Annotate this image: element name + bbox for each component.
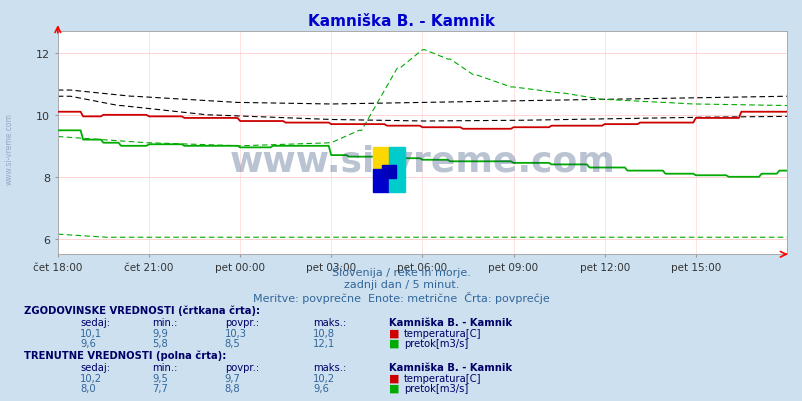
- Text: www.si-vreme.com: www.si-vreme.com: [5, 113, 14, 184]
- Text: 9,7: 9,7: [225, 373, 241, 383]
- Text: www.si-vreme.com: www.si-vreme.com: [229, 144, 614, 178]
- Text: Slovenija / reke in morje.: Slovenija / reke in morje.: [332, 268, 470, 277]
- Text: pretok[m3/s]: pretok[m3/s]: [403, 338, 468, 348]
- Text: ■: ■: [389, 338, 399, 348]
- Text: Kamniška B. - Kamnik: Kamniška B. - Kamnik: [389, 317, 512, 327]
- Text: TRENUTNE VREDNOSTI (polna črta):: TRENUTNE VREDNOSTI (polna črta):: [24, 350, 226, 360]
- Text: pretok[m3/s]: pretok[m3/s]: [403, 383, 468, 393]
- Text: Kamniška B. - Kamnik: Kamniška B. - Kamnik: [389, 362, 512, 372]
- Text: Meritve: povprečne  Enote: metrične  Črta: povprečje: Meritve: povprečne Enote: metrične Črta:…: [253, 292, 549, 304]
- Text: ■: ■: [389, 373, 399, 383]
- Text: 8,0: 8,0: [80, 383, 95, 393]
- Text: 12,1: 12,1: [313, 338, 335, 348]
- Text: zadnji dan / 5 minut.: zadnji dan / 5 minut.: [343, 280, 459, 290]
- Text: 10,2: 10,2: [80, 373, 103, 383]
- Bar: [388, 148, 404, 192]
- Bar: [381, 166, 395, 178]
- Text: ■: ■: [389, 383, 399, 393]
- Text: 8,5: 8,5: [225, 338, 241, 348]
- Text: 7,7: 7,7: [152, 383, 168, 393]
- Text: 10,8: 10,8: [313, 328, 334, 338]
- Text: 5,8: 5,8: [152, 338, 168, 348]
- Text: maks.:: maks.:: [313, 362, 346, 372]
- Text: temperatura[C]: temperatura[C]: [403, 373, 481, 383]
- Text: temperatura[C]: temperatura[C]: [403, 328, 481, 338]
- Text: sedaj:: sedaj:: [80, 317, 110, 327]
- Text: maks.:: maks.:: [313, 317, 346, 327]
- Text: 10,2: 10,2: [313, 373, 335, 383]
- Text: 9,6: 9,6: [80, 338, 96, 348]
- Text: ZGODOVINSKE VREDNOSTI (črtkana črta):: ZGODOVINSKE VREDNOSTI (črtkana črta):: [24, 304, 260, 315]
- Text: 10,1: 10,1: [80, 328, 103, 338]
- Text: 9,9: 9,9: [152, 328, 168, 338]
- Bar: [372, 170, 388, 192]
- Bar: [372, 148, 388, 170]
- Text: 8,8: 8,8: [225, 383, 240, 393]
- Text: min.:: min.:: [152, 362, 178, 372]
- Text: 9,6: 9,6: [313, 383, 329, 393]
- Text: povpr.:: povpr.:: [225, 362, 258, 372]
- Text: 9,5: 9,5: [152, 373, 168, 383]
- Text: Kamniška B. - Kamnik: Kamniška B. - Kamnik: [308, 14, 494, 29]
- Text: povpr.:: povpr.:: [225, 317, 258, 327]
- Text: min.:: min.:: [152, 317, 178, 327]
- Text: ■: ■: [389, 328, 399, 338]
- Text: 10,3: 10,3: [225, 328, 246, 338]
- Text: sedaj:: sedaj:: [80, 362, 110, 372]
